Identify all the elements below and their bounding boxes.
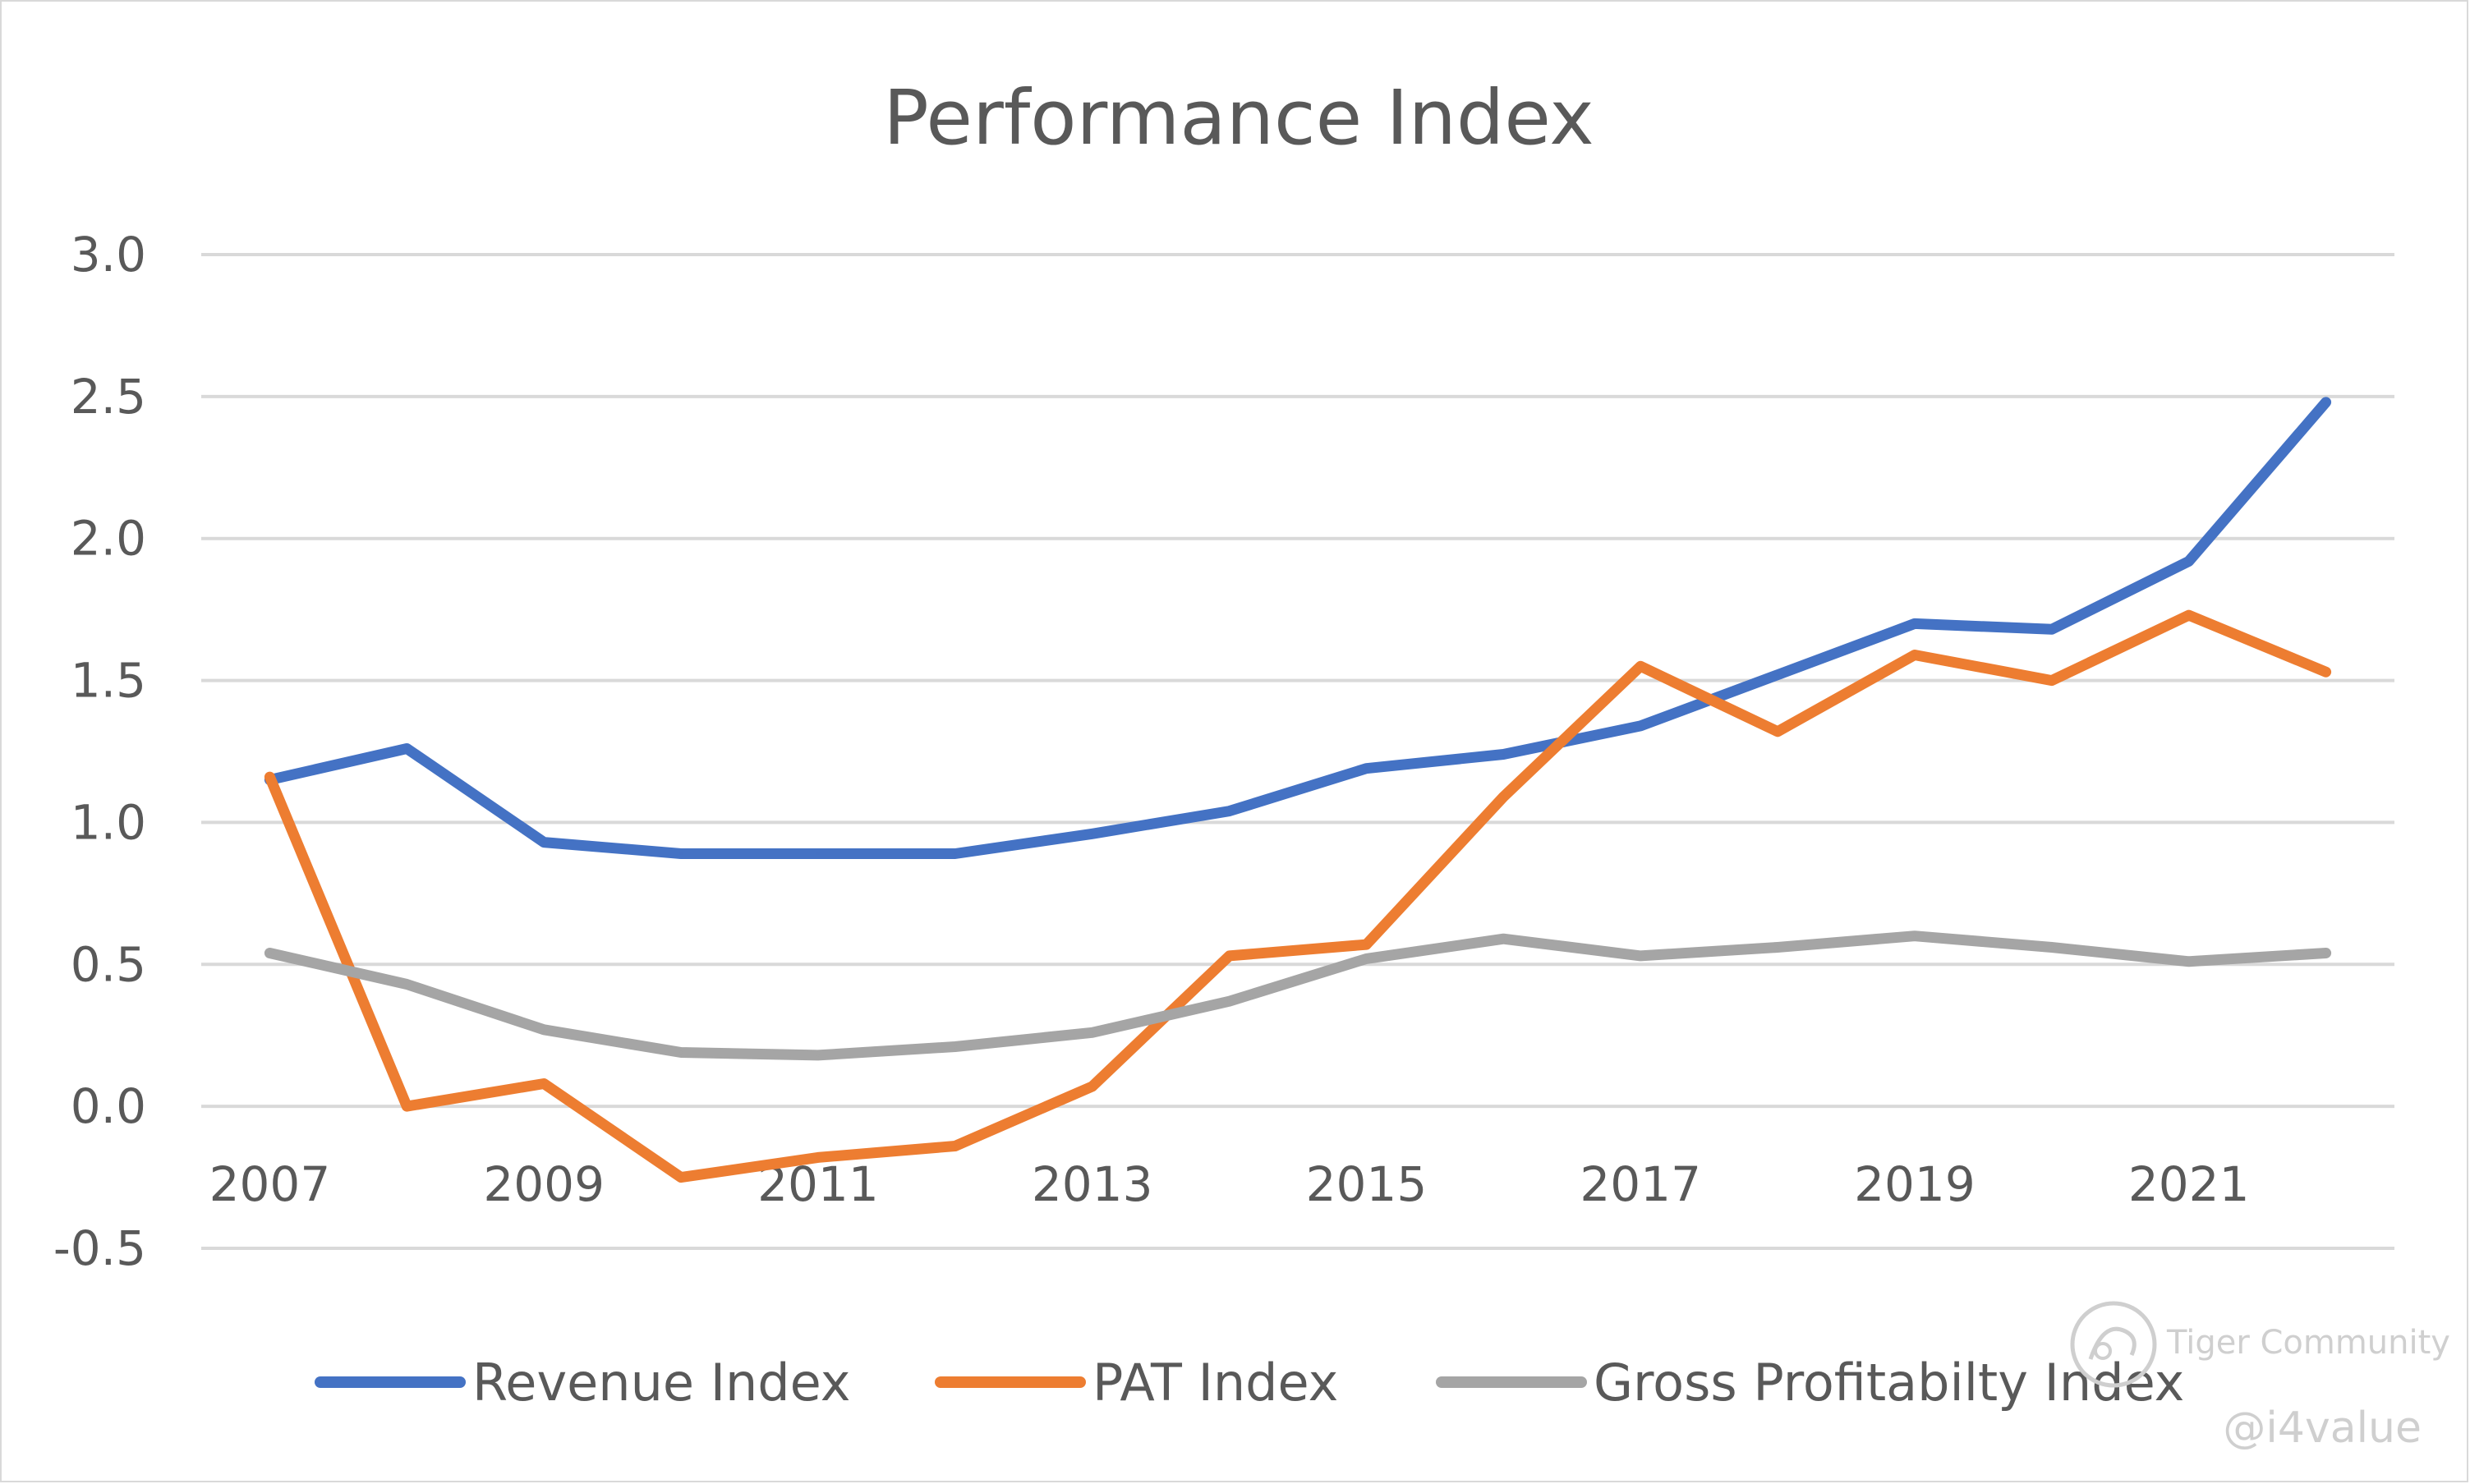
data-point-pat-index <box>1639 664 1642 668</box>
data-point-revenue-index <box>542 841 545 844</box>
data-point-gross-profitabilty-index <box>1502 937 1505 940</box>
data-point-revenue-index <box>1091 832 1094 835</box>
data-point-pat-index <box>816 1155 820 1159</box>
data-point-revenue-index <box>2325 401 2328 404</box>
legend-item-pat-index[interactable]: PAT Index <box>935 1353 1338 1413</box>
data-point-pat-index <box>268 775 271 779</box>
data-point-gross-profitabilty-index <box>2050 946 2054 949</box>
y-tick-label: -0.5 <box>53 1220 146 1276</box>
data-point-revenue-index <box>2187 559 2191 563</box>
data-point-gross-profitabilty-index <box>1776 946 1779 949</box>
data-point-revenue-index <box>1228 810 1231 813</box>
y-tick-label: 0.5 <box>71 936 146 992</box>
data-point-revenue-index <box>1776 673 1779 677</box>
tiger-community-logo-icon <box>2070 1301 2157 1388</box>
watermark: Tiger Community @i4value <box>2070 1301 2450 1453</box>
data-point-gross-profitabilty-index <box>1639 954 1642 958</box>
x-tick-label: 2021 <box>2128 1156 2250 1212</box>
data-point-gross-profitabilty-index <box>2325 951 2328 954</box>
y-tick-label: 2.0 <box>71 511 146 567</box>
data-point-revenue-index <box>2050 627 2054 631</box>
legend-item-gross-profitabilty-index[interactable]: Gross Profitabilty Index <box>1436 1353 2184 1413</box>
data-point-revenue-index <box>1502 752 1505 756</box>
data-point-pat-index <box>1091 1085 1094 1088</box>
data-point-revenue-index <box>679 852 683 855</box>
x-tick-label: 2013 <box>1032 1156 1153 1212</box>
x-tick-label: 2015 <box>1306 1156 1428 1212</box>
data-point-revenue-index <box>816 852 820 855</box>
data-point-gross-profitabilty-index <box>1364 957 1368 960</box>
data-point-pat-index <box>679 1176 683 1179</box>
data-point-revenue-index <box>1639 724 1642 728</box>
legend-label: Revenue Index <box>472 1353 850 1413</box>
data-point-pat-index <box>1913 653 1916 656</box>
data-point-gross-profitabilty-index <box>2187 960 2191 963</box>
legend-label: Gross Profitabilty Index <box>1594 1353 2184 1413</box>
data-point-pat-index <box>2187 613 2191 617</box>
data-point-gross-profitabilty-index <box>405 982 408 986</box>
data-point-gross-profitabilty-index <box>1228 999 1231 1003</box>
data-point-pat-index <box>1502 795 1505 798</box>
data-point-pat-index <box>2325 670 2328 673</box>
watermark-brand: Tiger Community <box>2166 1324 2450 1362</box>
x-tick-label: 2017 <box>1580 1156 1701 1212</box>
data-point-revenue-index <box>1364 767 1368 770</box>
y-tick-label: 1.5 <box>71 653 146 709</box>
data-point-pat-index <box>1364 943 1368 946</box>
data-point-pat-index <box>542 1082 545 1085</box>
series-lines <box>264 397 2332 1183</box>
y-tick-label: 2.5 <box>71 369 146 425</box>
chart-title: Performance Index <box>883 74 1594 162</box>
data-point-gross-profitabilty-index <box>1091 1031 1094 1034</box>
data-point-gross-profitabilty-index <box>954 1045 957 1049</box>
series-line-pat-index <box>264 609 2332 1183</box>
y-tick-label: 0.0 <box>71 1078 146 1134</box>
gridlines <box>201 253 2394 1250</box>
series-line-revenue-index <box>264 397 2332 859</box>
data-point-revenue-index <box>1913 622 1916 625</box>
data-point-pat-index <box>2050 679 2054 682</box>
series-line-gross-profitabilty-index <box>264 930 2332 1061</box>
legend-label: PAT Index <box>1092 1353 1338 1413</box>
x-axis-tick-labels: 2007 2009 2011 2013 2015 2017 2019 2021 <box>209 1156 2250 1212</box>
legend-item-revenue-index[interactable]: Revenue Index <box>315 1353 850 1413</box>
data-point-revenue-index <box>405 747 408 751</box>
data-point-gross-profitabilty-index <box>816 1054 820 1057</box>
y-tick-label: 3.0 <box>71 227 146 283</box>
y-axis-tick-labels: 3.0 2.5 2.0 1.5 1.0 0.5 0.0 -0.5 <box>53 227 146 1276</box>
data-point-pat-index <box>405 1105 408 1108</box>
x-tick-label: 2007 <box>209 1156 331 1212</box>
data-point-pat-index <box>954 1145 957 1148</box>
watermark-handle: @i4value <box>2223 1404 2422 1453</box>
x-tick-label: 2019 <box>1854 1156 1976 1212</box>
data-point-gross-profitabilty-index <box>679 1050 683 1054</box>
data-point-pat-index <box>1228 954 1231 958</box>
y-tick-label: 1.0 <box>71 794 146 850</box>
data-point-pat-index <box>1776 730 1779 733</box>
legend[interactable]: Revenue Index PAT Index Gross Profitabilty… <box>315 1353 2184 1413</box>
x-tick-label: 2009 <box>483 1156 605 1212</box>
data-point-gross-profitabilty-index <box>268 951 271 954</box>
data-point-gross-profitabilty-index <box>1913 935 1916 938</box>
data-point-revenue-index <box>954 852 957 855</box>
data-point-gross-profitabilty-index <box>542 1028 545 1031</box>
